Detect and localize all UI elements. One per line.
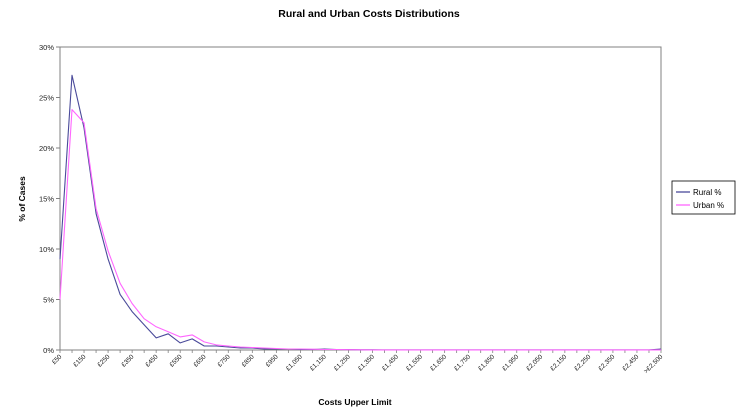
x-tick-label: £2,150 [549,353,568,372]
x-tick-label: £1,250 [333,353,352,372]
y-axis-title: % of Cases [17,176,27,222]
series-line-rural [59,74,662,351]
y-tick-label: 20% [39,144,54,153]
x-tick-label: £1,550 [405,353,424,372]
x-tick-label: £1,050 [285,353,304,372]
x-tick-label: £1,450 [381,353,400,372]
y-tick-label: 0% [43,346,54,355]
x-tick-label: £1,850 [477,353,496,372]
series-lines [59,74,662,351]
x-tick-label: £950 [265,353,280,368]
x-axis-title: Costs Upper Limit [318,397,391,407]
x-tick-label: £1,350 [357,353,376,372]
x-tick-label: £650 [192,353,207,368]
x-tick-label: £1,150 [309,353,328,372]
y-tick-label: 10% [39,245,54,254]
x-tick-label: £150 [72,353,87,368]
x-tick-label: £1,650 [429,353,448,372]
x-tick-label: £450 [144,353,159,368]
y-tick-label: 15% [39,195,54,204]
y-tick-label: 5% [43,296,54,305]
legend-box [671,180,736,215]
x-tick-label: £350 [120,353,135,368]
series-line-urban [59,109,661,351]
x-tick-label: £2,350 [597,353,616,372]
x-tick-label: £50 [51,353,64,366]
y-axis-ticks: 0% 5% 10% 15% 20% 25% 30% [39,43,60,355]
x-axis-ticks: £50 £150 £250 £350 £450 £550 £650 £750 £850 £950 £… [51,350,665,375]
plot-area [59,46,662,351]
x-tick-label: £250 [96,353,111,368]
x-tick-label: £2,050 [525,353,544,372]
x-tick-label: £750 [217,353,232,368]
legend-label: Urban % [693,201,724,210]
legend: Rural % Urban % [671,180,736,215]
x-tick-label: £850 [241,353,256,368]
x-tick-label: £2,450 [621,353,640,372]
x-tick-label: £2,250 [573,353,592,372]
y-tick-label: 30% [39,43,54,52]
x-tick-label: £550 [168,353,183,368]
legend-label: Rural % [693,188,721,197]
chart-title: Rural and Urban Costs Distributions [278,8,460,20]
x-tick-label: £1,950 [501,353,520,372]
x-tick-label: >£2,500 [643,353,665,375]
x-tick-label: £1,750 [453,353,472,372]
y-tick-label: 25% [39,94,54,103]
